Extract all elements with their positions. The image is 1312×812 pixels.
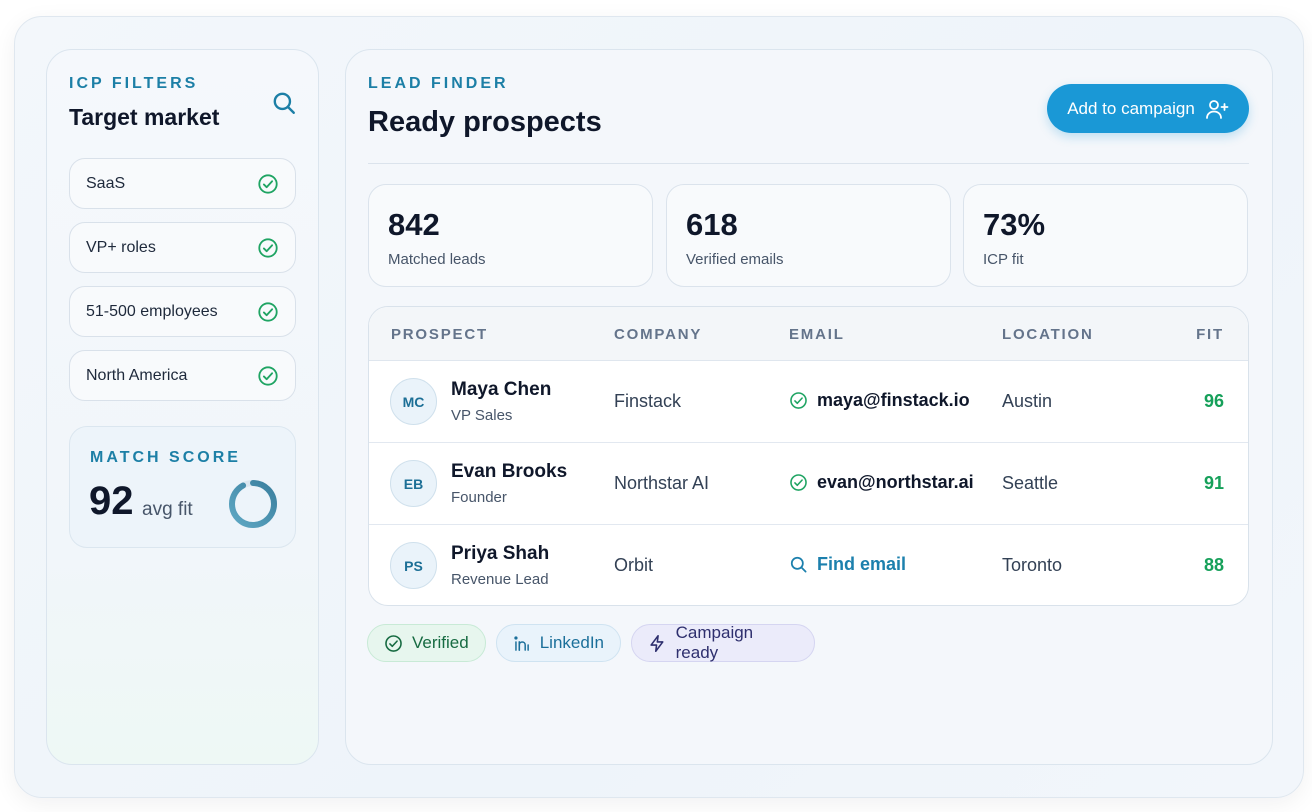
check-circle-icon [258,237,278,258]
check-circle-icon [258,173,278,194]
check-circle-icon [790,474,807,491]
prospect-role: Revenue Lead [451,571,549,588]
filter-label: 51-500 employees [86,302,218,320]
match-score-value: 92 [89,479,134,523]
table-header: PROSPECT COMPANY EMAIL LOCATION FIT [369,307,1248,361]
match-score-eyebrow: MATCH SCORE [90,449,241,466]
tag-label: LinkedIn [539,633,604,652]
location-cell: Austin [1002,391,1053,411]
table-row[interactable]: EB Evan Brooks Founder Northstar AI evan… [369,443,1248,525]
company-cell: Northstar AI [614,473,710,493]
add-to-campaign-button[interactable]: Add to campaign [1047,84,1249,133]
user-plus-icon [1205,99,1229,119]
prospects-table: PROSPECT COMPANY EMAIL LOCATION FIT MC M… [368,306,1249,606]
email-text: evan@northstar.ai [817,472,974,492]
column-header-location[interactable]: LOCATION [1002,326,1094,343]
linkedin-icon [514,635,529,651]
stat-label: Verified emails [686,251,784,268]
stat-card-matched-leads: 842 Matched leads [368,184,653,287]
email-cell[interactable]: maya@finstack.io [789,390,970,411]
location-cell: Toronto [1002,555,1063,575]
filter-chip-vp-roles[interactable]: VP+ roles [69,222,296,273]
stat-label: Matched leads [388,251,486,268]
location-cell: Seattle [1002,473,1059,493]
page-title: Ready prospects [368,106,602,138]
match-score-ring [229,480,277,528]
company-cell: Finstack [614,391,682,411]
company-cell: Orbit [614,555,654,575]
avatar: MC [390,378,437,425]
stat-label: ICP fit [983,251,1024,268]
header-divider [368,163,1249,164]
column-header-email[interactable]: EMAIL [789,326,845,343]
tag-linkedin[interactable]: LinkedIn [496,624,621,662]
check-circle-icon [790,392,807,409]
find-email-label: Find email [817,554,907,574]
column-header-company[interactable]: COMPANY [614,326,703,343]
find-email-link[interactable]: Find email [789,554,906,575]
tag-verified[interactable]: Verified [367,624,486,662]
check-circle-icon [385,634,402,652]
stat-value: 618 [686,207,738,242]
filters-eyebrow: ICP FILTERS [69,75,199,92]
stat-card-verified-emails: 618 Verified emails [666,184,951,287]
avatar: PS [390,542,437,589]
column-header-fit[interactable]: FIT [1196,326,1224,343]
table-row[interactable]: PS Priya Shah Revenue Lead Orbit Find em… [369,525,1248,605]
check-circle-icon [258,301,278,322]
prospect-name: Evan Brooks [451,461,568,482]
search-icon[interactable] [271,90,297,116]
tag-label: Campaign ready [675,623,754,662]
filters-title: Target market [69,104,220,130]
filter-chip-saas[interactable]: SaaS [69,158,296,209]
fit-score: 91 [1203,473,1224,493]
stat-card-icp-fit: 73% ICP fit [963,184,1248,287]
check-circle-icon [258,365,278,386]
table-row[interactable]: MC Maya Chen VP Sales Finstack maya@fins… [369,361,1248,443]
filter-label: SaaS [86,174,126,192]
stat-value: 842 [388,207,440,242]
column-header-prospect[interactable]: PROSPECT [391,326,488,343]
tag-label: Verified [412,633,469,652]
avatar: EB [390,460,437,507]
filter-label: VP+ roles [86,238,156,256]
match-score-unit: avg fit [142,499,193,520]
prospect-role: VP Sales [451,407,513,424]
fit-score: 96 [1203,391,1224,411]
email-text: maya@finstack.io [817,390,970,410]
search-icon [790,556,807,573]
filter-label: North America [86,366,188,384]
tag-campaign-ready[interactable]: Campaign ready [631,623,815,662]
lightning-icon [650,634,664,652]
lead-finder-eyebrow: LEAD FINDER [368,75,509,92]
stat-value: 73% [983,207,1046,242]
add-to-campaign-label: Add to campaign [1067,98,1195,118]
prospect-name: Priya Shah [451,543,550,564]
filter-chip-north-america[interactable]: North America [69,350,296,401]
match-score-card: MATCH SCORE 92 avg fit [69,426,296,548]
prospect-name: Maya Chen [451,379,552,400]
fit-score: 88 [1203,555,1224,575]
prospect-role: Founder [451,489,507,506]
filters-panel [46,49,319,765]
email-cell[interactable]: evan@northstar.ai [789,472,974,493]
filter-chip-employees[interactable]: 51-500 employees [69,286,296,337]
